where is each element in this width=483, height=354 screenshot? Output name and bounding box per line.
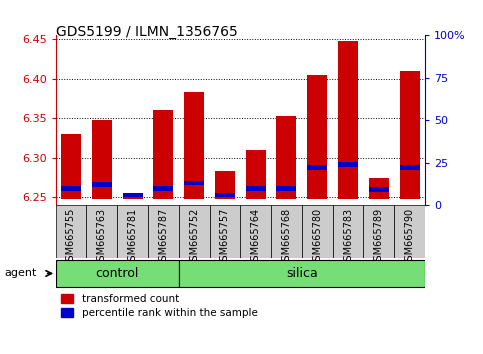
Bar — [307, 75, 327, 199]
Bar — [240, 205, 271, 258]
Bar — [92, 182, 112, 187]
Text: GSM665768: GSM665768 — [282, 208, 291, 267]
Bar — [153, 186, 173, 190]
Text: GSM665755: GSM665755 — [66, 208, 76, 267]
Bar — [117, 205, 148, 258]
Bar — [215, 171, 235, 199]
Bar — [123, 194, 142, 199]
Bar — [56, 205, 86, 258]
Text: GSM665783: GSM665783 — [343, 208, 353, 267]
Bar — [86, 205, 117, 258]
Bar — [307, 165, 327, 170]
Bar — [399, 165, 420, 170]
Text: GSM665787: GSM665787 — [158, 208, 168, 267]
Bar — [61, 186, 81, 190]
Bar — [246, 150, 266, 199]
Bar — [148, 205, 179, 258]
Text: GSM665763: GSM665763 — [97, 208, 107, 267]
Bar — [399, 71, 420, 199]
Bar — [369, 188, 389, 192]
Bar — [338, 41, 358, 199]
Bar — [61, 134, 81, 199]
Text: silica: silica — [286, 267, 318, 280]
Bar — [210, 205, 240, 258]
FancyBboxPatch shape — [179, 260, 425, 287]
Text: GSM665764: GSM665764 — [251, 208, 261, 267]
Bar — [179, 205, 210, 258]
Text: control: control — [96, 267, 139, 280]
Text: GDS5199 / ILMN_1356765: GDS5199 / ILMN_1356765 — [56, 25, 237, 39]
Text: GSM665781: GSM665781 — [128, 208, 138, 267]
Text: GSM665790: GSM665790 — [405, 208, 414, 267]
Text: GSM665789: GSM665789 — [374, 208, 384, 267]
Bar — [92, 120, 112, 199]
Bar — [394, 205, 425, 258]
Text: agent: agent — [5, 268, 37, 279]
Bar — [369, 178, 389, 199]
Bar — [276, 116, 297, 199]
Bar — [364, 205, 394, 258]
Text: GSM665780: GSM665780 — [313, 208, 322, 267]
Text: GSM665757: GSM665757 — [220, 208, 230, 267]
Bar — [271, 205, 302, 258]
Bar — [302, 205, 333, 258]
Bar — [333, 205, 364, 258]
Bar — [184, 181, 204, 185]
Bar — [246, 186, 266, 190]
Bar — [276, 186, 297, 190]
Bar — [123, 193, 142, 197]
Legend: transformed count, percentile rank within the sample: transformed count, percentile rank withi… — [61, 294, 257, 318]
FancyBboxPatch shape — [56, 260, 179, 287]
Bar — [338, 162, 358, 167]
Bar — [215, 193, 235, 197]
Bar — [184, 92, 204, 199]
Text: GSM665752: GSM665752 — [189, 208, 199, 267]
Bar — [153, 110, 173, 199]
